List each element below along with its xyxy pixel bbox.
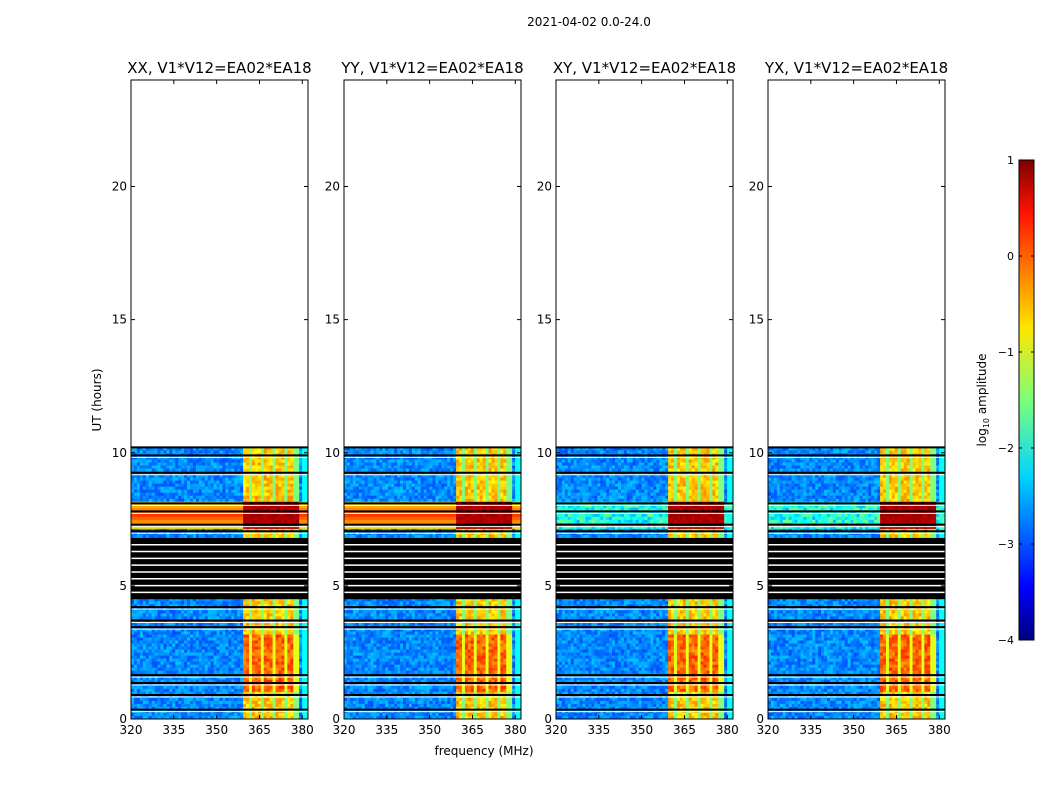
- x-tick-label: 350: [630, 723, 653, 737]
- panel-title: YX, V1*V12=EA02*EA18: [764, 59, 948, 77]
- plot-frame: [130, 79, 309, 720]
- x-tick-label: 335: [587, 723, 610, 737]
- x-axis-label: frequency (MHz): [434, 744, 533, 758]
- panel-title: YY, V1*V12=EA02*EA18: [340, 59, 523, 77]
- y-tick-label: 20: [325, 180, 340, 194]
- panel-yy: YY, V1*V12=EA02*EA18 320 335 350 365 380 0 5 10 1…: [325, 59, 527, 737]
- colorbar-tick-label: 1: [1007, 154, 1014, 167]
- y-tick-label: 15: [749, 313, 764, 327]
- y-tick-label: 20: [537, 180, 552, 194]
- x-tick-label: 365: [673, 723, 696, 737]
- x-tick-label: 320: [333, 723, 356, 737]
- flagged-rows: [131, 446, 308, 713]
- flagged-rows: [344, 446, 521, 713]
- x-axis: 320 335 350 365 380: [545, 80, 739, 737]
- x-tick-label: 380: [504, 723, 527, 737]
- y-tick-label: 15: [112, 313, 127, 327]
- x-tick-label: 380: [291, 723, 314, 737]
- x-tick-label: 335: [375, 723, 398, 737]
- panel-title: XY, V1*V12=EA02*EA18: [553, 59, 736, 77]
- colorbar: 1 0 −1 −2 −3 −4 log10 amplitude: [975, 154, 1035, 647]
- colorbar-tick-label: −3: [998, 538, 1014, 551]
- x-tick-label: 350: [842, 723, 865, 737]
- y-tick-label: 0: [119, 712, 127, 726]
- y-tick-label: 15: [325, 313, 340, 327]
- x-tick-label: 335: [162, 723, 185, 737]
- y-tick-label: 5: [332, 579, 340, 593]
- x-tick-label: 365: [885, 723, 908, 737]
- flagged-rows: [768, 446, 945, 713]
- y-tick-label: 10: [112, 446, 127, 460]
- x-axis: 320 335 350 365 380: [757, 80, 951, 737]
- x-tick-label: 380: [716, 723, 739, 737]
- x-tick-label: 320: [545, 723, 568, 737]
- x-tick-label: 350: [418, 723, 441, 737]
- y-tick-label: 0: [544, 712, 552, 726]
- x-tick-label: 335: [799, 723, 822, 737]
- y-tick-label: 10: [325, 446, 340, 460]
- panel-xx: XX, V1*V12=EA02*EA18 320 335 350 365 380 0 5 10 1…: [112, 59, 314, 737]
- x-axis: 320 335 350 365 380: [333, 80, 527, 737]
- y-tick-label: 5: [119, 579, 127, 593]
- panel-title: XX, V1*V12=EA02*EA18: [127, 59, 311, 77]
- panel-yx: YX, V1*V12=EA02*EA18 320 335 350 365 380 0 5 10 1…: [749, 59, 951, 737]
- plot-frame: [555, 79, 734, 720]
- y-axis: 0 5 10 15 20: [325, 180, 521, 726]
- y-axis: 0 5 10 15 20: [537, 180, 733, 726]
- colorbar-tick-label: −2: [998, 442, 1014, 455]
- y-tick-label: 10: [537, 446, 552, 460]
- plot-frame: [767, 79, 946, 720]
- x-tick-label: 320: [120, 723, 143, 737]
- colorbar-label: log10 amplitude: [975, 354, 991, 447]
- figure-title: 2021-04-02 0.0-24.0: [527, 15, 651, 29]
- y-axis: 0 5 10 15 20: [749, 180, 945, 726]
- y-tick-label: 5: [756, 579, 764, 593]
- flagged-rows: [556, 446, 733, 713]
- y-tick-label: 0: [332, 712, 340, 726]
- x-tick-label: 380: [928, 723, 951, 737]
- panel-xy: XY, V1*V12=EA02*EA18 320 335 350 365 380 0 5 10 1…: [537, 59, 739, 737]
- colorbar-tick-label: −1: [998, 346, 1014, 359]
- x-tick-label: 320: [757, 723, 780, 737]
- y-tick-label: 5: [544, 579, 552, 593]
- x-tick-label: 350: [205, 723, 228, 737]
- x-tick-label: 365: [461, 723, 484, 737]
- y-tick-label: 15: [537, 313, 552, 327]
- y-tick-label: 20: [112, 180, 127, 194]
- colorbar-tick-label: 0: [1007, 250, 1014, 263]
- x-tick-label: 365: [248, 723, 271, 737]
- plot-frame: [343, 79, 522, 720]
- colorbar-tick-label: −4: [998, 634, 1014, 647]
- colorbar-gradient: [1018, 159, 1035, 641]
- y-tick-label: 0: [756, 712, 764, 726]
- y-tick-label: 10: [749, 446, 764, 460]
- x-axis: 320 335 350 365 380: [120, 80, 314, 737]
- y-axis: 0 5 10 15 20: [112, 180, 308, 726]
- y-tick-label: 20: [749, 180, 764, 194]
- y-axis-label: UT (hours): [90, 368, 104, 431]
